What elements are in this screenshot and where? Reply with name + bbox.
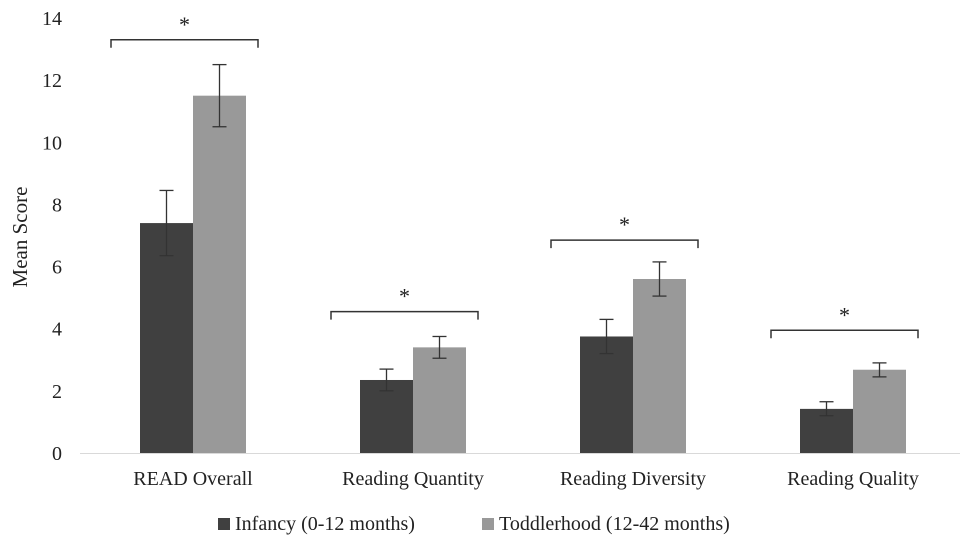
error-bar [212, 63, 227, 128]
y-tick-label: 8 [52, 194, 62, 216]
legend-swatch [218, 518, 230, 530]
bracket-line [110, 39, 259, 48]
bar-toddlerhood [193, 95, 246, 453]
error-bar [159, 189, 174, 257]
x-category-label: READ Overall [133, 468, 253, 490]
significance-bracket: * [330, 284, 479, 320]
y-tick-label: 4 [52, 319, 62, 341]
significance-star: * [839, 302, 850, 327]
legend-item: Toddlerhood (12-42 months) [482, 513, 730, 535]
bar-toddlerhood [413, 347, 466, 453]
error-bars-layer [159, 63, 887, 417]
legend-label: Toddlerhood (12-42 months) [499, 513, 730, 535]
bracket-line [550, 239, 699, 249]
bracket-line [770, 329, 919, 339]
significance-star: * [399, 284, 410, 309]
category-labels-layer: READ Overall Reading Quantity Reading Dive… [133, 468, 919, 490]
bar-infancy [580, 336, 633, 453]
significance-bracket: * [550, 212, 699, 249]
significance-star: * [179, 12, 190, 37]
axis-layer: 0 2 4 6 8 10 12 14 [42, 8, 960, 465]
y-tick-label: 12 [42, 70, 62, 92]
bar-toddlerhood [853, 369, 906, 453]
y-tick-label: 10 [42, 132, 62, 154]
y-tick-label: 0 [52, 443, 62, 465]
y-tick-label: 14 [42, 8, 62, 30]
error-bar [819, 401, 834, 417]
legend-item: Infancy (0-12 months) [218, 513, 415, 535]
error-bar [379, 368, 394, 392]
bar-infancy [140, 223, 193, 453]
error-bar [652, 261, 667, 297]
error-bar [599, 318, 614, 355]
legend-swatch [482, 518, 494, 530]
bar-toddlerhood [633, 279, 686, 453]
error-bar [872, 362, 887, 378]
bracket-line [330, 310, 479, 320]
x-category-label: Reading Quantity [342, 468, 484, 490]
significance-layer: * * * * [110, 12, 919, 339]
bar-infancy [360, 379, 413, 453]
bars-layer [140, 95, 906, 453]
significance-star: * [619, 212, 630, 237]
x-category-label: Reading Quality [787, 468, 919, 490]
x-category-label: Reading Diversity [560, 468, 706, 490]
error-bar [432, 335, 447, 359]
y-tick-label: 6 [52, 257, 62, 279]
y-tick-label: 2 [52, 381, 62, 403]
significance-bracket: * [110, 12, 259, 48]
y-axis-title: Mean Score [8, 187, 32, 288]
significance-bracket: * [770, 302, 919, 339]
legend-label: Infancy (0-12 months) [235, 513, 415, 535]
legend: Infancy (0-12 months) Toddlerhood (12-42 … [218, 513, 730, 535]
